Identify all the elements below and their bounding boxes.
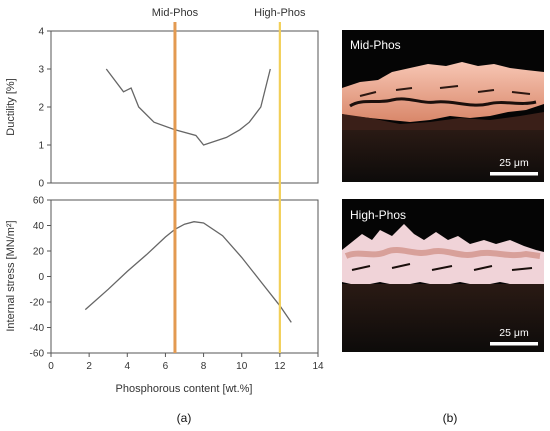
x-tick-label: 6 (163, 361, 169, 372)
bottom-y-tick-label: -40 (30, 323, 45, 334)
top-y-tick-label: 0 (38, 179, 44, 190)
micrograph-mid-phos-title: Mid-Phos (350, 38, 401, 52)
x-ticks: 0 2 4 6 8 10 12 14 (48, 353, 324, 372)
micrograph-high-phos-title: High-Phos (350, 208, 406, 222)
micrograph-high-phos-scale-bar (490, 342, 538, 346)
bottom-axes (50, 199, 319, 354)
top-axes (50, 30, 319, 184)
panel-label-b: (b) (443, 411, 458, 425)
x-tick-label: 12 (274, 361, 286, 372)
micrograph-mid-phos: Mid-Phos 25 μm (342, 30, 544, 182)
mid-phos-marker-label: Mid-Phos (152, 7, 199, 19)
x-axis-label: Phosphorous content [wt.%] (116, 383, 253, 395)
ductility-axis-label: Ductility [%] (5, 78, 17, 135)
bottom-y-tick-label: -60 (30, 349, 45, 360)
micrograph-high-phos: High-Phos 25 μm (342, 199, 544, 352)
top-y-ticks: 0 1 2 3 4 (38, 27, 51, 190)
bottom-y-tick-label: 60 (33, 196, 45, 207)
stress-series-line (84, 221, 292, 323)
top-y-tick-label: 4 (38, 27, 44, 38)
x-tick-label: 2 (86, 361, 92, 372)
bottom-y-ticks: -60 -40 -20 0 20 40 60 (30, 196, 51, 360)
bottom-y-tick-label: 0 (38, 272, 44, 283)
micrograph-high-phos-scale-label: 25 μm (499, 327, 529, 339)
x-tick-label: 4 (125, 361, 131, 372)
micrograph-mid-phos-scale-bar (490, 172, 538, 176)
bottom-y-tick-label: 20 (33, 247, 45, 258)
top-y-tick-label: 2 (38, 103, 44, 114)
high-phos-marker-label: High-Phos (254, 7, 306, 19)
top-y-tick-label: 3 (38, 65, 44, 76)
panel-label-a: (a) (177, 411, 192, 425)
ductility-series-line (105, 68, 271, 146)
x-tick-label: 14 (312, 361, 324, 372)
top-y-tick-label: 1 (38, 141, 44, 152)
x-tick-label: 0 (48, 361, 54, 372)
x-tick-label: 10 (236, 361, 248, 372)
stress-axis-label: Internal stress [MN/m²] (5, 220, 17, 331)
bottom-y-tick-label: -20 (30, 298, 45, 309)
x-tick-label: 8 (201, 361, 207, 372)
micrograph-mid-phos-scale-label: 25 μm (499, 157, 529, 169)
bottom-y-tick-label: 40 (33, 221, 45, 232)
